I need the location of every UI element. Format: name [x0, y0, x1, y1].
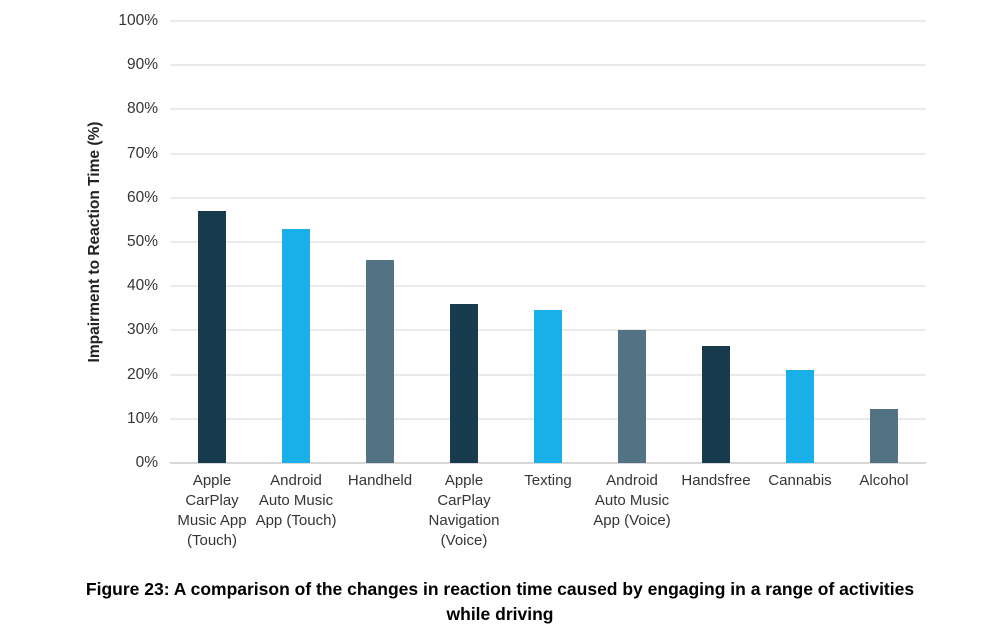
- gridline-0%: [170, 462, 926, 464]
- gridline-70%: [170, 152, 926, 155]
- x-label-apple-carplay-music-app-touch: Apple CarPlay Music App (Touch): [177, 472, 247, 549]
- plot-area: [170, 20, 926, 464]
- y-tick-40%: 40%: [126, 277, 158, 295]
- gridline-50%: [170, 241, 926, 243]
- bar-handheld: [366, 259, 394, 463]
- y-tick-90%: 90%: [126, 56, 158, 74]
- gridline-80%: [170, 108, 926, 111]
- bar-android-auto-music-app-voice: [618, 330, 646, 463]
- gridline-90%: [170, 64, 926, 67]
- bar-alcohol: [870, 408, 898, 463]
- y-tick-10%: 10%: [126, 409, 158, 427]
- y-tick-30%: 30%: [126, 321, 158, 339]
- figure-caption-text: Figure 23: A comparison of the changes i…: [85, 579, 915, 625]
- y-tick-100%: 100%: [118, 12, 158, 29]
- x-label-handheld: Handheld: [347, 472, 413, 489]
- gridline-60%: [170, 196, 926, 199]
- figure-caption: Figure 23: A comparison of the changes i…: [0, 577, 1000, 628]
- y-tick-0%: 0%: [135, 454, 158, 471]
- y-axis-ticks: 100% 90% 80% 70% 60% 50% 40% 30% 20% 10% 0%: [0, 0, 158, 636]
- y-tick-20%: 20%: [126, 365, 158, 383]
- x-axis-labels: Apple CarPlay Music App (Touch) Android A…: [170, 471, 926, 571]
- x-label-android-auto-music-app-voice: Android Auto Music App (Voice): [593, 472, 671, 529]
- y-tick-70%: 70%: [126, 144, 158, 162]
- y-tick-60%: 60%: [126, 188, 158, 206]
- x-label-android-auto-music-app-touch: Android Auto Music App (Touch): [255, 472, 337, 529]
- x-label-apple-carplay-navigation-voice: Apple CarPlay Navigation (Voice): [428, 472, 500, 549]
- bar-apple-carplay-music-app-touch: [198, 211, 226, 463]
- bar-android-auto-music-app-touch: [282, 228, 310, 463]
- x-label-handsfree: Handsfree: [681, 472, 751, 489]
- x-label-cannabis: Cannabis: [768, 472, 832, 489]
- bar-handsfree: [702, 345, 730, 463]
- bar-cannabis: [786, 370, 814, 463]
- gridline-40%: [170, 285, 926, 288]
- gridline-100%: [170, 20, 926, 22]
- bar-texting: [534, 309, 562, 463]
- x-label-alcohol: Alcohol: [859, 472, 909, 489]
- bar-apple-carplay-navigation-voice: [450, 303, 478, 463]
- y-tick-80%: 80%: [126, 100, 158, 118]
- y-tick-50%: 50%: [126, 233, 158, 250]
- x-label-texting: Texting: [524, 472, 572, 489]
